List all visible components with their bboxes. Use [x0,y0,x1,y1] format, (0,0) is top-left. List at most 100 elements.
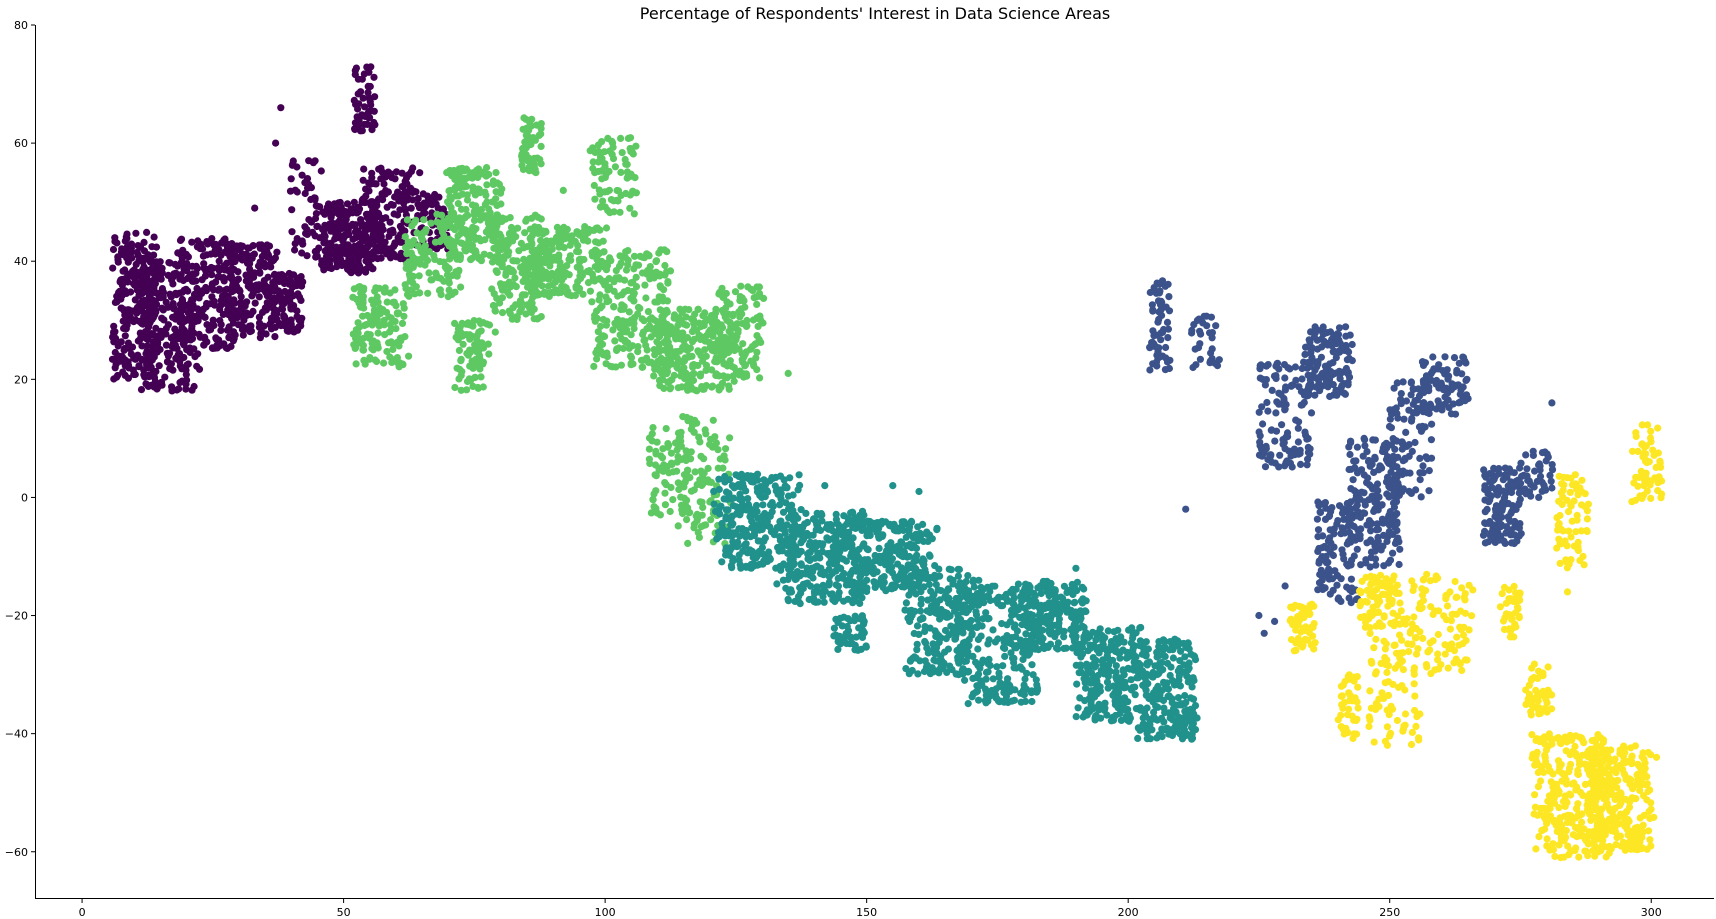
data-point [600,248,608,256]
data-point [361,360,369,368]
data-point [634,348,642,356]
data-point [350,198,358,206]
data-point [602,293,610,301]
data-point [782,499,790,507]
data-point [925,580,934,589]
data-point [441,263,449,271]
data-point [887,539,895,547]
data-point [656,511,665,519]
data-point [813,563,821,571]
data-point [620,324,628,332]
data-point [115,352,123,360]
data-point [359,176,367,184]
data-point [777,495,785,503]
data-point [683,413,691,422]
data-point [710,500,718,508]
data-point [844,595,852,603]
data-point [834,638,842,646]
data-point [158,314,166,322]
data-point [359,346,368,354]
data-point [914,523,922,531]
data-point [702,521,710,529]
data-point [554,289,563,297]
data-point [849,534,857,542]
data-point [427,276,435,284]
data-point [991,582,999,590]
data-point [245,271,253,279]
data-point [974,645,982,653]
data-point [802,509,810,517]
data-point [251,299,259,307]
data-point [758,493,766,502]
data-point [825,578,833,587]
data-point [1045,599,1053,607]
data-point [470,345,478,354]
data-point [208,235,216,243]
data-point [517,298,525,306]
data-point [361,103,369,111]
data-point [354,75,362,83]
data-point [882,587,890,595]
data-point [842,630,850,638]
data-point [324,209,332,217]
data-point [992,596,1001,604]
data-point [617,259,625,267]
data-point [525,154,533,162]
data-point [759,550,767,558]
data-point [718,284,726,292]
data-point [256,334,264,342]
data-point [664,278,672,286]
data-point [1004,675,1012,683]
data-point [862,642,870,650]
data-point [733,320,741,328]
data-point [1019,655,1027,664]
data-point [652,450,660,458]
data-point [216,317,224,325]
data-point [460,183,468,191]
data-point [682,369,690,377]
data-point [440,277,448,285]
data-point [307,184,315,192]
data-point [238,256,246,264]
data-point [113,373,121,381]
data-point [242,251,250,259]
data-point [726,328,734,336]
data-point [707,435,715,443]
data-point [776,501,784,509]
data-point [863,545,871,553]
data-point [932,644,941,652]
data-point [418,236,426,244]
data-point [145,297,153,305]
data-point [215,285,223,293]
data-point [581,226,589,234]
data-point [485,350,493,358]
data-point [759,485,767,493]
data-point [325,264,333,272]
data-point [647,509,656,517]
data-point [1081,607,1089,615]
data-point [130,318,138,326]
data-point [817,509,825,518]
data-point [1002,590,1010,599]
data-point [694,305,702,313]
data-point [183,376,191,384]
data-point [566,241,574,249]
data-point [224,306,232,314]
data-point [686,376,694,385]
data-point [834,582,843,590]
data-point [527,122,536,130]
data-point [590,226,598,234]
data-point [414,194,422,203]
data-point [931,650,939,658]
data-point [601,160,609,168]
data-point [596,226,604,234]
data-point [138,355,146,363]
data-point [148,243,156,251]
data-point [910,541,918,549]
data-point [656,306,664,314]
data-point [177,250,185,258]
data-point [830,560,838,568]
data-point [178,295,186,304]
data-point [110,330,118,338]
data-point [808,545,817,553]
